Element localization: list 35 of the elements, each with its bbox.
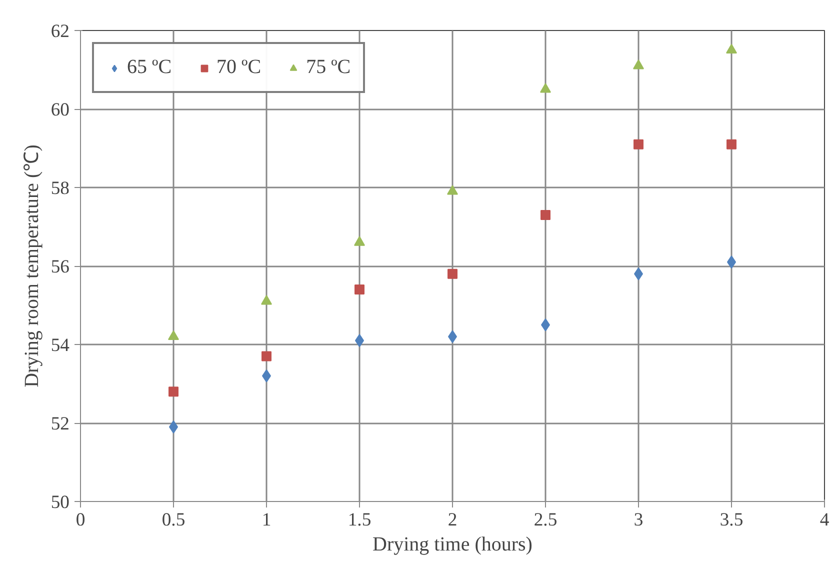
y-tick-label: 50: [50, 492, 70, 513]
point: [633, 60, 644, 70]
x-tick-label: 0.5: [162, 510, 186, 530]
point: [540, 83, 551, 93]
y-tick-label: 62: [50, 21, 70, 42]
x-tick-label: 1: [262, 510, 272, 530]
x-tick-label: 3: [634, 510, 644, 530]
y-tick-label: 52: [50, 414, 70, 434]
point: [261, 295, 272, 305]
y-tick-label: 54: [50, 335, 70, 356]
x-tick-label: 3.5: [720, 510, 744, 530]
legend-label: 75 ºC: [306, 56, 351, 79]
point: [634, 139, 644, 150]
x-tick-label: 1.5: [348, 510, 372, 530]
x-tick-label: 0: [76, 510, 86, 530]
point: [262, 351, 272, 362]
point: [447, 185, 458, 195]
point: [168, 330, 179, 340]
x-tick-label: 2.5: [534, 510, 558, 530]
point: [168, 386, 178, 397]
x-tick-label: 4: [820, 510, 830, 530]
point: [354, 284, 364, 295]
legend-label: 65 ºC: [127, 56, 172, 79]
y-tick-label: 56: [50, 256, 70, 278]
point: [726, 139, 736, 150]
y-tick-label: 60: [50, 100, 70, 120]
point: [354, 236, 365, 246]
y-tick-label: 58: [50, 178, 70, 199]
point: [726, 44, 737, 54]
point: [448, 268, 458, 279]
point: [540, 210, 550, 220]
x-axis-title: Drying time (hours): [372, 534, 532, 556]
x-tick-label: 2: [448, 510, 458, 530]
y-axis-title: Drying room temperature (℃): [20, 144, 43, 388]
legend-label: 70 ºC: [216, 56, 262, 79]
